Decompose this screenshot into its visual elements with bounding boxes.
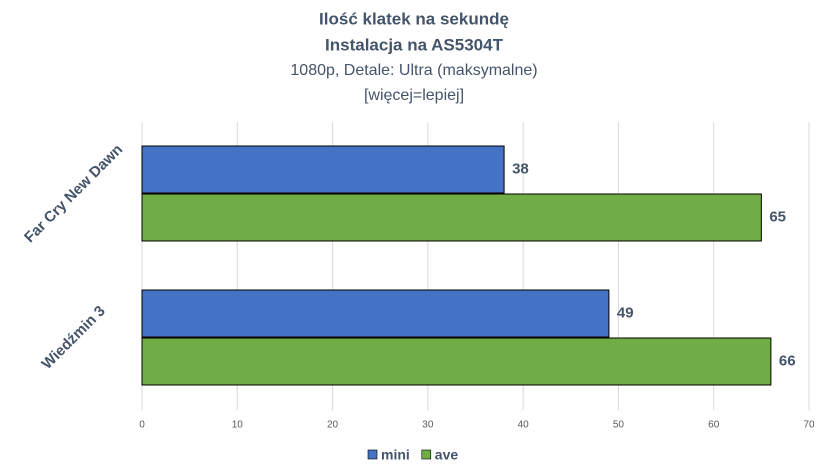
chart-title: Instalacja na AS5304T — [325, 35, 504, 54]
bar — [141, 193, 762, 242]
x-tick-label: 0 — [139, 420, 145, 431]
chart-subtitle: 1080p, Detale: Ultra (maksymalne) — [290, 62, 537, 79]
category-label: Far Cry New Dawn — [21, 141, 126, 246]
category-label: Wiedźmin 3 — [38, 302, 108, 372]
x-tick-label: 10 — [232, 420, 244, 431]
data-label: 66 — [779, 352, 796, 369]
x-tick-label: 70 — [803, 420, 815, 431]
legend-swatch — [421, 449, 432, 460]
data-label: 65 — [769, 208, 786, 225]
bar — [141, 145, 505, 194]
data-label: 38 — [512, 160, 529, 177]
legend-swatch — [367, 449, 378, 460]
x-tick-label: 50 — [613, 420, 625, 431]
legend-label: mini — [381, 447, 410, 463]
chart-title: Ilość klatek na sekundę — [319, 9, 509, 28]
data-label: 49 — [617, 304, 634, 321]
chart-subtitle: [więcej=lepiej] — [364, 87, 464, 104]
x-tick-label: 40 — [518, 420, 530, 431]
bar — [141, 289, 610, 338]
x-tick-label: 20 — [327, 420, 339, 431]
x-tick-label: 30 — [422, 420, 434, 431]
bar — [141, 337, 772, 386]
legend-label: ave — [435, 447, 459, 463]
x-tick-label: 60 — [708, 420, 720, 431]
